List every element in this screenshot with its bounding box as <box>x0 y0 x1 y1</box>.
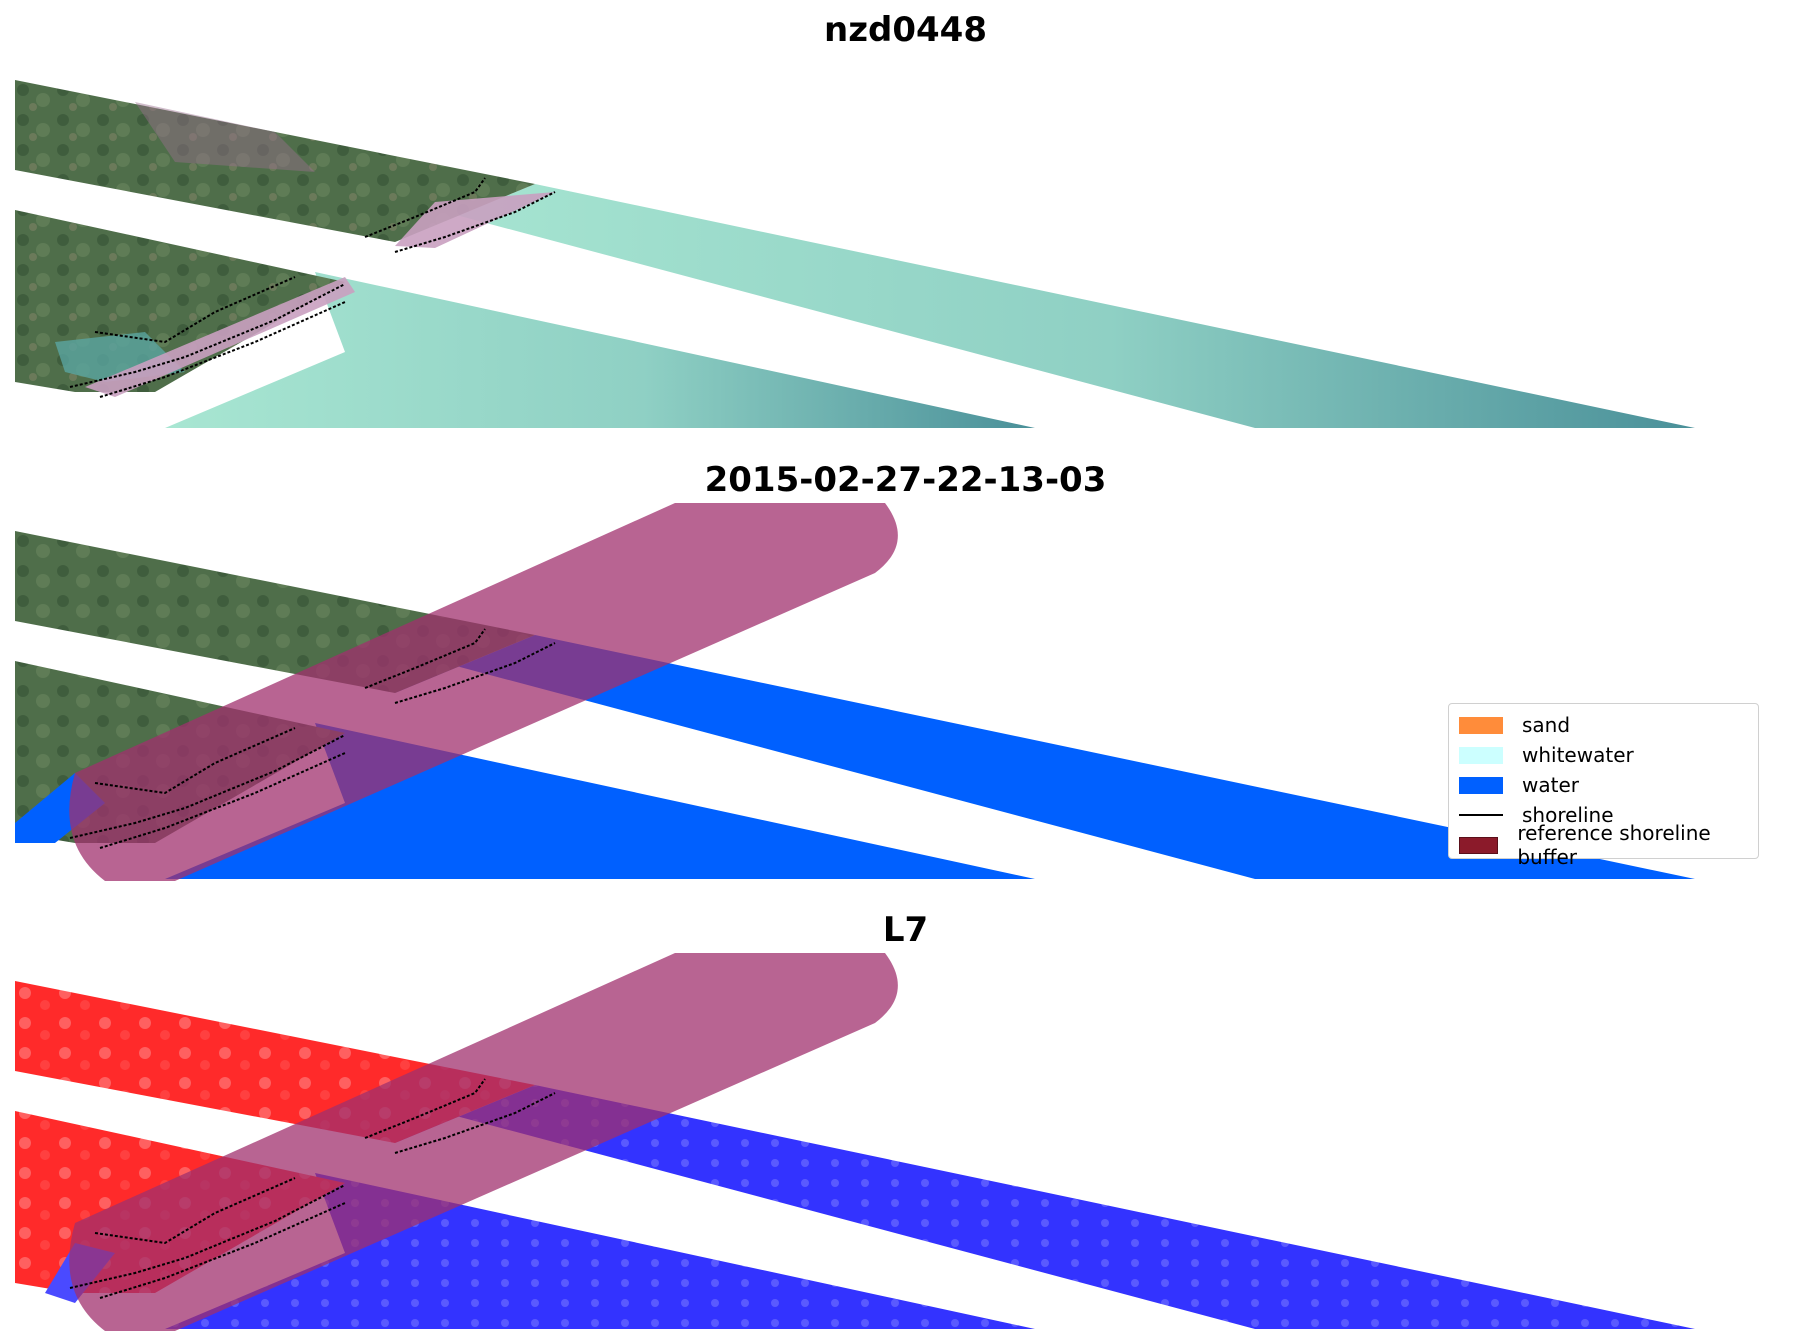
upper-strip-sea <box>395 184 1695 428</box>
bottom-edge <box>15 1329 1705 1331</box>
rgb-image-panel <box>15 80 1705 430</box>
legend-item-shoreline: shoreline <box>1459 800 1748 830</box>
legend-item-whitewater: whitewater <box>1459 740 1748 770</box>
shoreline-lower-1 <box>94 727 296 795</box>
upper-strip-land <box>15 80 535 242</box>
lower-strip-sea <box>165 272 1035 428</box>
panel-title-rgb: nzd0448 <box>824 10 987 50</box>
shoreline-lower-3 <box>99 301 346 398</box>
shoreline-lower-1 <box>94 1177 296 1245</box>
shoreline-upper-2 <box>394 642 556 704</box>
shoreline-swatch <box>1459 814 1503 816</box>
upper-strip-land-pink <box>135 102 315 172</box>
shoreline-upper-2 <box>394 1092 556 1154</box>
whitewater-swatch <box>1459 746 1503 764</box>
shoreline-lower-3 <box>99 752 346 849</box>
shoreline-lower-3 <box>99 1202 346 1299</box>
legend-label: whitewater <box>1522 743 1634 767</box>
legend-item-buffer: reference shoreline buffer <box>1459 821 1748 869</box>
legend-label: shoreline <box>1522 803 1614 827</box>
reference-shoreline-buffer <box>69 503 898 881</box>
lower-strip-highlight <box>85 277 355 397</box>
legend-label: sand <box>1522 713 1571 737</box>
bottom-edge <box>15 879 1705 881</box>
shoreline-lower-2 <box>69 734 346 839</box>
shoreline-upper-2 <box>394 191 556 253</box>
bottom-edge <box>15 428 1705 430</box>
upper-strip-highlight <box>395 192 555 248</box>
legend-item-water: water <box>1459 770 1748 800</box>
legend: sand whitewater water shoreline referenc… <box>1448 703 1759 869</box>
classified-image-panel <box>15 503 1705 881</box>
sand-swatch <box>1459 716 1503 734</box>
false-color-panel <box>15 953 1705 1331</box>
shoreline-lower-2 <box>69 1184 346 1289</box>
panel-title-false-color: L7 <box>882 910 929 950</box>
legend-label: reference shoreline buffer <box>1517 821 1711 869</box>
legend-item-sand: sand <box>1459 710 1748 740</box>
upper-strip-water <box>395 1085 1695 1329</box>
upper-strip-water <box>395 635 1695 879</box>
legend-label: water <box>1522 773 1579 797</box>
buffer-swatch <box>1459 836 1499 854</box>
shoreline-upper-1 <box>364 1078 486 1139</box>
shoreline-lower-1 <box>94 276 296 344</box>
shoreline-upper-1 <box>364 628 486 689</box>
shoreline-upper-1 <box>364 177 486 238</box>
panel-title-classified: 2015-02-27-22-13-03 <box>704 460 1107 500</box>
water-swatch <box>1459 776 1503 794</box>
shoreline-lower-2 <box>69 283 346 388</box>
reference-shoreline-buffer <box>69 953 898 1331</box>
